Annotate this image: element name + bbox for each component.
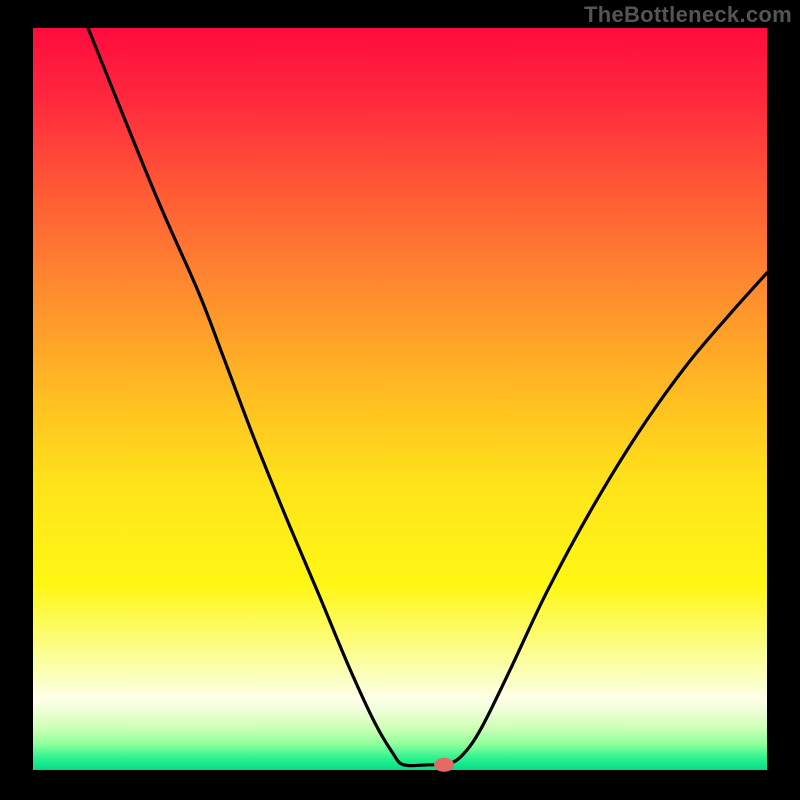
- chart-plot-area: [33, 28, 767, 770]
- chart-stage: TheBottleneck.com: [0, 0, 800, 800]
- watermark-text: TheBottleneck.com: [584, 2, 792, 28]
- optimal-point-marker: [434, 758, 454, 772]
- chart-svg: [0, 0, 800, 800]
